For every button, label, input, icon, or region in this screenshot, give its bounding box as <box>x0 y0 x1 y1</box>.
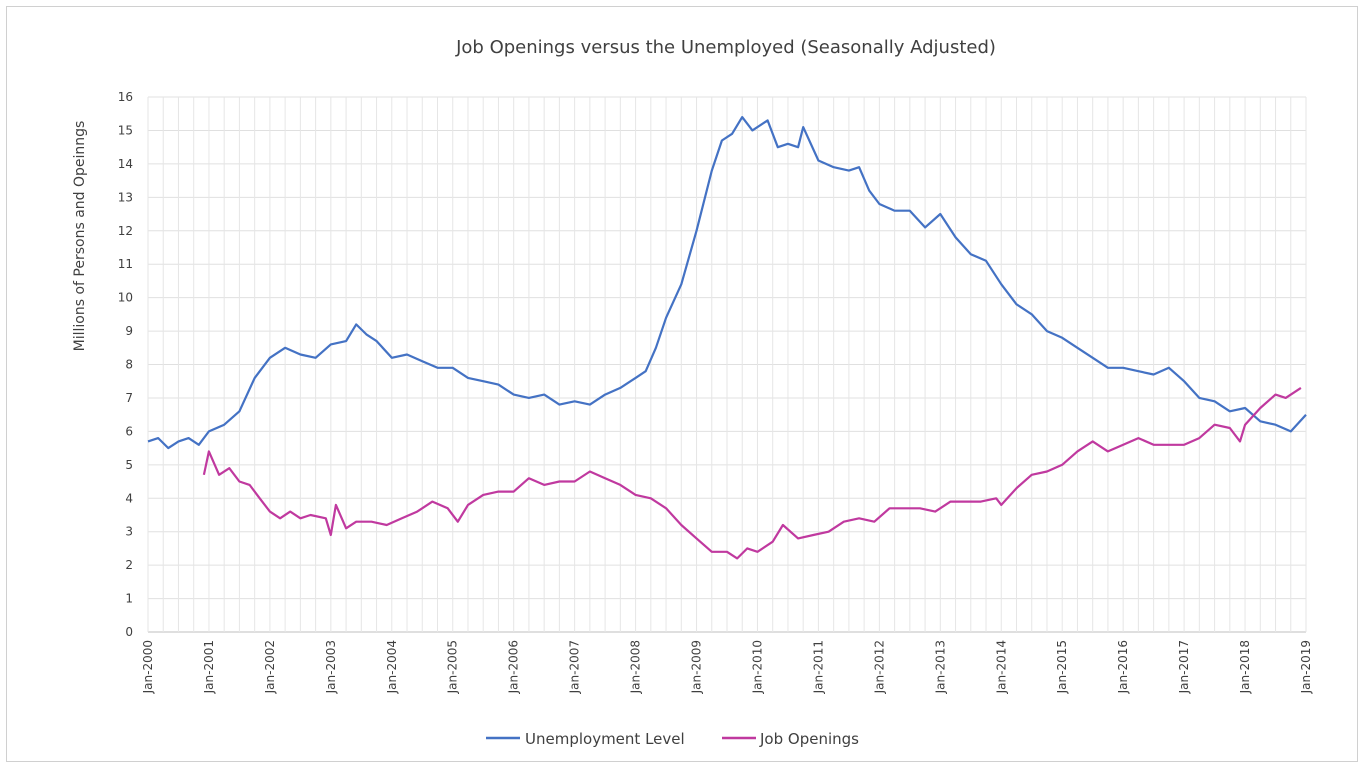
y-tick-label: 5 <box>125 458 133 472</box>
y-tick-label: 15 <box>118 123 133 137</box>
x-tick-label: Jan-2010 <box>750 640 764 694</box>
legend-label-job-openings: Job Openings <box>759 730 859 748</box>
x-tick-label: Jan-2001 <box>202 640 216 694</box>
y-tick-label: 0 <box>125 625 133 639</box>
chart-frame <box>6 6 1358 762</box>
y-tick-label: 8 <box>125 358 133 372</box>
x-tick-label: Jan-2018 <box>1238 640 1252 694</box>
y-tick-label: 16 <box>118 90 133 104</box>
x-axis-ticks: Jan-2000 Jan-2001 Jan-2002 Jan-2003 Jan-2004… <box>141 640 1313 694</box>
x-tick-label: Jan-2016 <box>1116 640 1130 694</box>
y-tick-label: 14 <box>118 157 133 171</box>
x-tick-label: Jan-2007 <box>568 640 582 694</box>
y-tick-label: 9 <box>125 324 133 338</box>
y-axis-label: Millions of Persons and Opeinngs <box>72 121 88 352</box>
legend-label-unemployment: Unemployment Level <box>525 730 685 748</box>
x-tick-label: Jan-2012 <box>872 640 886 694</box>
x-tick-label: Jan-2004 <box>385 640 399 694</box>
x-tick-label: Jan-2015 <box>1055 640 1069 694</box>
x-tick-label: Jan-2019 <box>1299 640 1313 694</box>
legend: Unemployment Level Job Openings <box>486 730 859 748</box>
x-tick-label: Jan-2013 <box>933 640 947 694</box>
series-lines <box>147 116 1307 560</box>
y-tick-label: 12 <box>118 224 133 238</box>
y-tick-label: 6 <box>125 424 133 438</box>
x-tick-label: Jan-2008 <box>629 640 643 694</box>
y-tick-label: 10 <box>118 291 133 305</box>
y-tick-label: 13 <box>118 190 133 204</box>
x-tick-label: Jan-2000 <box>141 640 155 694</box>
y-tick-label: 3 <box>125 525 133 539</box>
x-tick-label: Jan-2002 <box>263 640 277 694</box>
y-tick-label: 4 <box>125 491 133 505</box>
gridlines <box>147 96 1307 633</box>
x-tick-label: Jan-2011 <box>811 640 825 694</box>
series-line-job-openings <box>202 386 1302 560</box>
x-tick-label: Jan-2009 <box>690 640 704 694</box>
x-tick-label: Jan-2017 <box>1177 640 1191 694</box>
y-tick-label: 2 <box>125 558 133 572</box>
y-tick-label: 1 <box>125 592 133 606</box>
y-tick-label: 7 <box>125 391 133 405</box>
x-tick-label: Jan-2003 <box>324 640 338 694</box>
series-line-unemployment-level <box>147 116 1307 450</box>
x-tick-label: Jan-2005 <box>446 640 460 694</box>
x-tick-label: Jan-2014 <box>994 640 1008 694</box>
x-tick-label: Jan-2006 <box>507 640 521 694</box>
chart-title: Job Openings versus the Unemployed (Seas… <box>455 37 996 58</box>
y-tick-label: 11 <box>118 257 133 271</box>
